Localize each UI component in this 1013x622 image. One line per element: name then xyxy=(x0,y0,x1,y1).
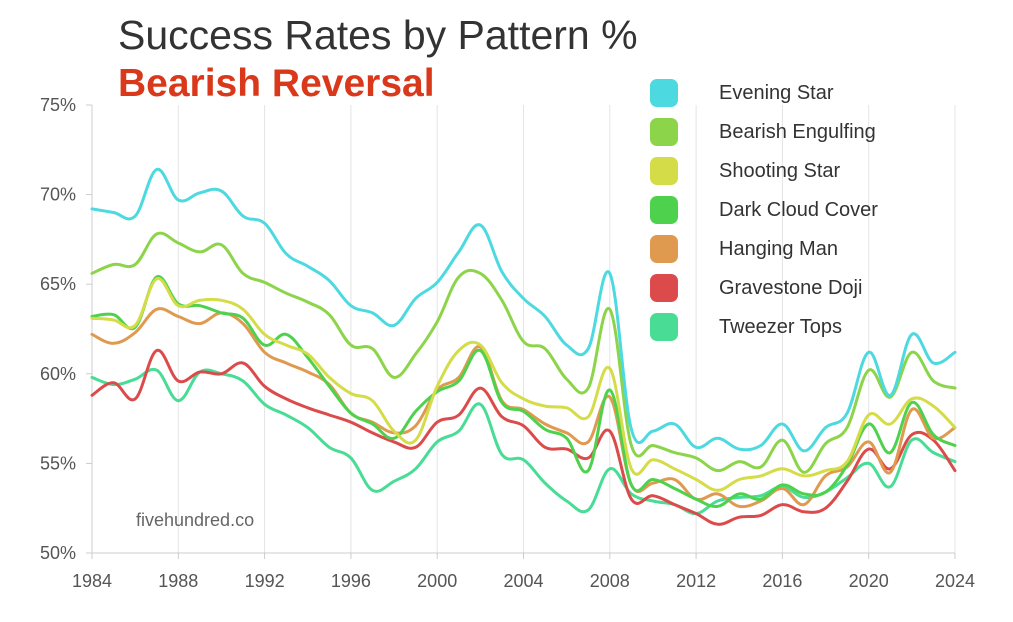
x-tick-label: 2024 xyxy=(935,571,975,591)
watermark: fivehundred.co xyxy=(136,510,255,530)
legend-label: Shooting Star xyxy=(719,160,841,182)
legend-label: Gravestone Doji xyxy=(719,277,863,299)
grid-layer xyxy=(177,105,956,553)
legend-swatch xyxy=(650,79,678,107)
series-line-hanging-man xyxy=(90,307,957,509)
y-tick-label: 70% xyxy=(40,185,76,205)
series-line-dark-cloud-cover xyxy=(90,275,957,509)
x-tick-label: 1988 xyxy=(158,571,198,591)
x-tick-label: 1984 xyxy=(72,571,112,591)
x-tick-label: 2000 xyxy=(417,571,457,591)
series-line-gravestone-doji xyxy=(90,348,957,526)
legend-swatch xyxy=(650,274,678,302)
legend-label: Dark Cloud Cover xyxy=(719,199,878,221)
y-tick-label: 75% xyxy=(40,95,76,115)
legend-swatch xyxy=(650,196,678,224)
x-tick-label: 1992 xyxy=(245,571,285,591)
y-tick-label: 50% xyxy=(40,543,76,563)
y-tick-label: 60% xyxy=(40,364,76,384)
chart-subtitle: Bearish Reversal xyxy=(118,62,435,105)
x-tick-label: 2012 xyxy=(676,571,716,591)
x-tick-label: 2008 xyxy=(590,571,630,591)
x-tick-label: 1996 xyxy=(331,571,371,591)
y-tick-label: 55% xyxy=(40,453,76,473)
legend-swatch xyxy=(650,235,678,263)
legend-label: Evening Star xyxy=(719,82,834,104)
y-tick-label: 65% xyxy=(40,274,76,294)
x-tick-label: 2020 xyxy=(849,571,889,591)
legend-swatch xyxy=(650,313,678,341)
chart-title: Success Rates by Pattern % xyxy=(118,12,638,58)
series-line-evening-star xyxy=(90,168,957,453)
legend-swatch xyxy=(650,118,678,146)
series-layer xyxy=(90,168,957,526)
legend-label: Hanging Man xyxy=(719,238,838,260)
series-line-shooting-star xyxy=(90,277,957,492)
series-line-bearish-engulfing xyxy=(90,231,957,474)
x-tick-label: 2016 xyxy=(762,571,802,591)
x-tick-label: 2004 xyxy=(503,571,543,591)
legend-swatch xyxy=(650,157,678,185)
legend-label: Bearish Engulfing xyxy=(719,121,876,143)
legend-label: Tweezer Tops xyxy=(719,316,843,338)
axis-layer: 75% 70% 65% 60% 55% 50% 1984 1988 1992 1996 2000 20… xyxy=(40,95,975,591)
